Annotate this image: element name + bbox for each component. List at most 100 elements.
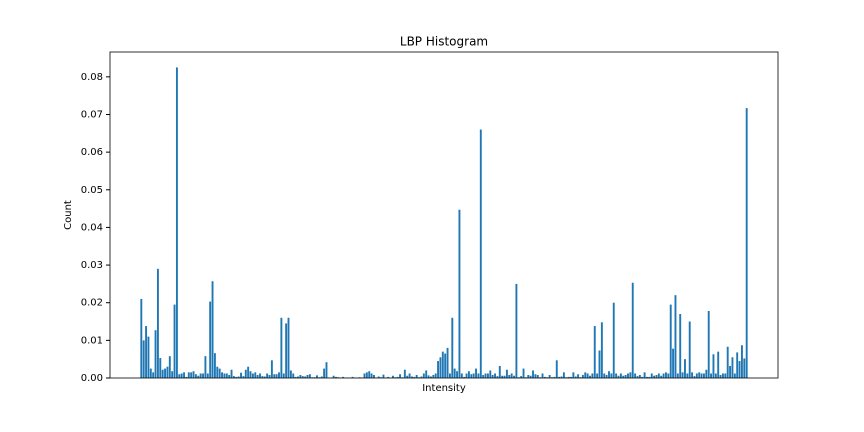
bar <box>660 375 663 378</box>
bar <box>173 304 176 378</box>
bar <box>643 372 646 378</box>
bar <box>213 353 216 378</box>
bar <box>598 350 601 378</box>
bar <box>259 373 261 378</box>
bar <box>679 314 682 378</box>
bar <box>736 352 739 378</box>
bar <box>615 373 618 378</box>
bar <box>289 370 292 378</box>
bar <box>555 360 558 378</box>
bar <box>147 336 150 378</box>
bar <box>745 108 748 378</box>
bar <box>197 375 200 378</box>
bar <box>249 371 252 378</box>
bar <box>171 371 174 378</box>
bar <box>477 373 480 378</box>
bar <box>717 351 720 378</box>
bar <box>494 373 496 378</box>
bar <box>695 373 698 378</box>
bar <box>206 373 209 378</box>
bar <box>653 375 656 378</box>
bar <box>396 376 399 378</box>
bar <box>230 369 233 378</box>
bar <box>740 345 743 378</box>
y-tick-label: 0.02 <box>81 298 103 309</box>
bar <box>605 374 608 378</box>
bar <box>287 317 290 378</box>
bar <box>743 358 746 378</box>
bar <box>520 376 523 378</box>
bar <box>638 374 641 378</box>
bar <box>646 376 648 378</box>
bar <box>161 369 164 378</box>
bar <box>515 283 518 378</box>
bar <box>475 368 477 378</box>
bar <box>508 374 511 378</box>
bar <box>667 373 670 378</box>
bar <box>247 366 250 378</box>
bar <box>292 373 295 378</box>
bar <box>681 372 684 378</box>
bar <box>534 374 537 378</box>
bar <box>202 373 204 378</box>
bar <box>703 373 705 378</box>
bar <box>596 373 599 378</box>
bar <box>432 374 435 378</box>
bar <box>325 362 328 378</box>
bar <box>484 373 487 378</box>
bar <box>142 340 145 378</box>
plot-frame <box>109 51 779 379</box>
bar <box>719 374 722 378</box>
bar <box>629 372 632 378</box>
bar <box>335 376 337 378</box>
bar <box>180 373 183 378</box>
bar <box>501 375 504 378</box>
bar <box>648 376 651 378</box>
bar <box>472 373 475 378</box>
bar <box>577 374 580 378</box>
y-axis-label: Count <box>63 200 74 230</box>
bar <box>541 373 544 378</box>
bar <box>304 376 307 378</box>
bar <box>439 357 442 378</box>
bar <box>463 376 466 378</box>
bar <box>610 373 613 378</box>
bar <box>482 374 485 378</box>
bar <box>282 373 285 378</box>
bar <box>192 371 195 378</box>
bar <box>159 358 162 378</box>
bar <box>641 376 644 378</box>
bar <box>382 374 385 378</box>
bar <box>399 374 402 378</box>
bar <box>280 317 283 378</box>
bar <box>209 301 212 378</box>
bar <box>263 376 266 378</box>
bar <box>437 361 440 378</box>
bar <box>496 376 499 378</box>
bar <box>536 374 539 378</box>
bar <box>665 372 667 378</box>
bar <box>441 351 444 378</box>
y-tick-label: 0.00 <box>81 373 103 384</box>
bar <box>294 376 297 378</box>
bar <box>465 373 468 378</box>
bar <box>365 372 368 378</box>
y-tick-label: 0.05 <box>81 185 103 196</box>
bar <box>622 375 625 378</box>
bar <box>235 376 238 378</box>
bar <box>408 373 411 378</box>
bar <box>710 373 713 378</box>
bar <box>460 373 463 378</box>
bar <box>232 376 235 378</box>
chart-title: LBP Histogram <box>400 35 488 49</box>
bar <box>593 326 596 378</box>
bar <box>273 374 276 378</box>
y-tick-label: 0.06 <box>81 147 103 158</box>
bar <box>662 373 665 378</box>
bar <box>240 372 242 378</box>
bar <box>505 369 508 378</box>
bar <box>738 361 741 378</box>
bar <box>498 365 501 378</box>
bar <box>572 372 575 378</box>
